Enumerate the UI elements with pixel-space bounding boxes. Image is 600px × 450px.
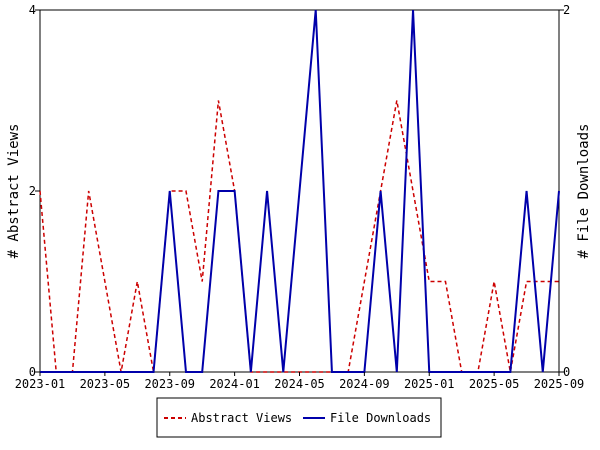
legend-label-file-downloads: File Downloads: [330, 411, 431, 425]
y-axis-right-label: # File Downloads: [576, 124, 592, 259]
x-tick-label: 2024-09: [339, 377, 390, 391]
axes: 0 2 4 0 2 2023-01 2023-05 2023-09 2024-01 2024-05…: [15, 3, 585, 391]
x-tick-label: 2023-05: [80, 377, 131, 391]
x-tick-label: 2024-05: [274, 377, 325, 391]
legend-box: [156, 397, 442, 438]
x-tick-label: 2023-09: [144, 377, 195, 391]
y-left-tick-label: 4: [29, 3, 36, 17]
x-tick-label: 2025-01: [404, 377, 455, 391]
legend: Abstract Views File Downloads: [156, 397, 442, 438]
x-tick-label: 2025-05: [469, 377, 520, 391]
y-right-tick-label: 2: [563, 3, 570, 17]
y-right-tick-label: 0: [563, 365, 570, 379]
x-tick-label: 2025-09: [534, 377, 585, 391]
y-left-tick-label: 0: [29, 365, 36, 379]
y-axis-left-label: # Abstract Views: [6, 124, 22, 259]
legend-label-abstract-views: Abstract Views: [191, 411, 292, 425]
x-tick-label: 2024-01: [209, 377, 260, 391]
x-tick-label: 2023-01: [15, 377, 66, 391]
y-left-tick-label: 2: [29, 184, 36, 198]
series-line-file-downloads: [40, 9, 560, 373]
